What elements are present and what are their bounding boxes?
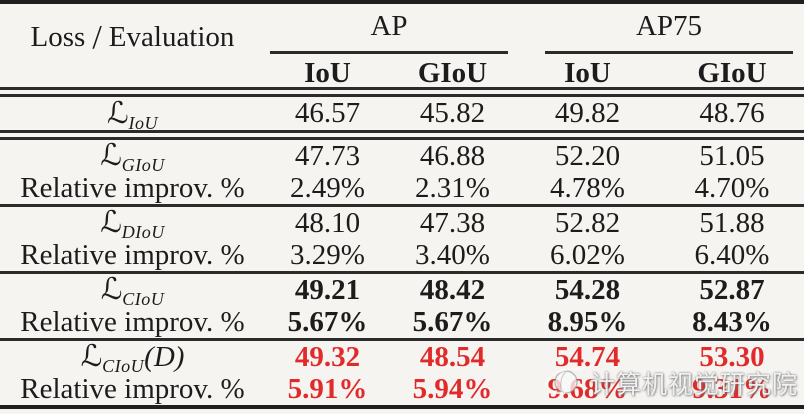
cell-value: 54.74 (554, 340, 621, 373)
subheader-row: IoU GIoU IoU GIoU (0, 54, 804, 89)
subcol-header-ap75-iou: IoU (564, 57, 611, 89)
cell-value: 52.87 (699, 273, 765, 306)
single-rule (0, 204, 804, 207)
loss-label: ℒ CIoU (0, 272, 265, 309)
cell-value: 48.76 (699, 97, 765, 129)
col-header-loss-evaluation: Loss / Evaluation (0, 0, 265, 79)
cell-value: 5.67% (287, 305, 368, 338)
cell-value: 51.88 (699, 206, 765, 239)
cell-value: 9.31% (692, 372, 772, 405)
table-row-ldiou: ℒ DIoU 48.10 47.38 52.82 51.88 (0, 205, 804, 242)
cell-value: 5.91% (287, 372, 368, 405)
cell-value: 47.73 (294, 139, 361, 172)
cell-value: 51.05 (699, 139, 765, 172)
double-rule (0, 87, 804, 97)
cell-value: 52.82 (554, 206, 621, 239)
loss-script-l: ℒ (100, 205, 122, 240)
cell-value: 8.43% (692, 305, 772, 338)
cell-value: 54.28 (554, 273, 621, 306)
table-row-relimprov-diou: Relative improv. % 3.29% 3.40% 6.02% 6.4… (0, 239, 804, 271)
table-top-rule (0, 0, 804, 4)
loss-label: ℒ DIoU (0, 205, 265, 242)
subcol-header-ap-iou: IoU (304, 57, 351, 89)
group-header-ap75: AP75 (545, 4, 793, 54)
cell-value: 48.54 (419, 340, 486, 373)
table-row-relimprov-giou: Relative improv. % 2.49% 2.31% 4.78% 4.7… (0, 172, 804, 204)
cell-value: 46.88 (419, 139, 486, 172)
table-bottom-rule (0, 405, 804, 409)
cell-value: 6.40% (694, 238, 770, 271)
loss-subscript: DIoU (121, 222, 165, 242)
loss-script-l: ℒ (106, 95, 129, 131)
row-label: Relative improv. % (20, 238, 245, 271)
cell-value: 8.95% (547, 305, 628, 338)
table-header: Loss / Evaluation AP AP75 IoU GIoU IoU G… (0, 4, 804, 89)
table-row-liou: ℒ IoU 46.57 45.82 49.82 48.76 (0, 95, 804, 133)
cell-value: 6.02% (550, 238, 625, 271)
table-row-lciou: ℒ CIoU 49.21 48.42 54.28 52.87 (0, 272, 804, 309)
single-rule (0, 271, 804, 274)
header-slash: / (92, 18, 102, 56)
loss-script-l: ℒ (100, 272, 123, 307)
cell-value: 53.30 (699, 340, 765, 373)
loss-label: ℒ IoU (0, 95, 265, 133)
loss-subscript: GIoU (121, 155, 165, 175)
loss-subscript: IoU (128, 113, 159, 133)
cell-value: 2.31% (415, 171, 490, 204)
loss-label: ℒ GIoU (0, 138, 265, 175)
cell-value: 45.82 (419, 97, 486, 129)
group-header-ap: AP (270, 4, 508, 54)
row-label: Relative improv. % (20, 372, 245, 405)
cell-value: 3.40% (415, 238, 490, 271)
cell-value: 9.68% (547, 372, 628, 405)
row-label: Relative improv. % (20, 305, 245, 338)
cell-value: 3.29% (290, 238, 365, 271)
bottom-margin (0, 409, 804, 414)
row-label: Relative improv. % (20, 171, 245, 204)
loss-subscript: CIoU (102, 356, 145, 376)
table-row-relimprov-ciou-d: Relative improv. % 5.91% 5.94% 9.68% 9.3… (0, 373, 804, 405)
cell-value: 48.42 (419, 273, 486, 306)
double-rule (0, 130, 804, 140)
cell-value: 46.57 (294, 97, 361, 129)
loss-label: ℒ CIoU (D) (0, 339, 265, 376)
cell-value: 47.38 (419, 206, 486, 239)
table-row-lciou-d: ℒ CIoU (D) 49.32 48.54 54.74 53.30 (0, 339, 804, 376)
cell-value: 48.10 (294, 206, 361, 239)
loss-subscript: CIoU (122, 289, 165, 309)
loss-script-l: ℒ (100, 138, 122, 173)
cell-value: 5.94% (412, 372, 493, 405)
loss-suffix: (D) (144, 340, 185, 373)
subcol-header-ap-giou: GIoU (417, 57, 488, 89)
cell-value: 49.21 (294, 273, 361, 306)
cell-value: 49.82 (554, 97, 621, 129)
loss-script-l: ℒ (80, 339, 103, 374)
table-row-relimprov-ciou: Relative improv. % 5.67% 5.67% 8.95% 8.4… (0, 306, 804, 338)
header-loss-text: Loss (30, 21, 86, 53)
cell-value: 2.49% (290, 171, 365, 204)
cell-value: 4.70% (694, 171, 770, 204)
cell-value: 52.20 (554, 139, 621, 172)
cell-value: 5.67% (412, 305, 493, 338)
subcol-header-ap75-giou: GIoU (697, 57, 767, 89)
cell-value: 4.78% (550, 171, 625, 204)
table-row-lgiou: ℒ GIoU 47.73 46.88 52.20 51.05 (0, 138, 804, 175)
cell-value: 49.32 (294, 340, 361, 373)
single-rule (0, 338, 804, 341)
header-evaluation-text: Evaluation (108, 21, 235, 53)
